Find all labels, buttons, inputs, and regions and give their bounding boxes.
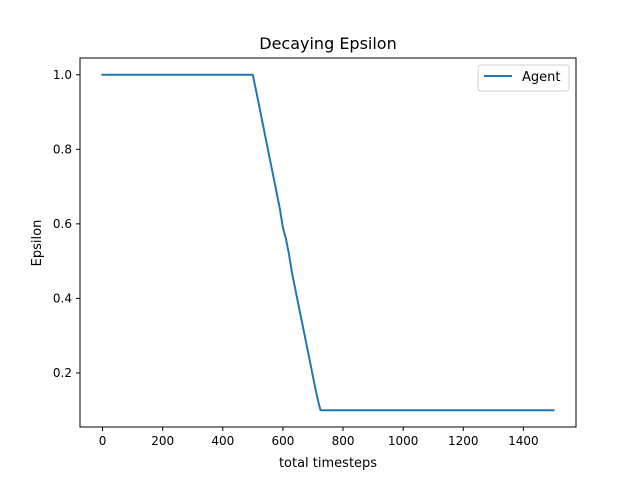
x-tick-label: 0	[99, 434, 107, 448]
x-tick-label: 200	[151, 434, 174, 448]
x-tick-label: 1000	[388, 434, 419, 448]
y-tick-label: 1.0	[53, 68, 72, 82]
x-axis-label: total timesteps	[279, 456, 377, 471]
y-tick-label: 0.2	[53, 366, 72, 380]
series-line-agent	[101, 73, 555, 412]
y-tick-label: 0.8	[53, 142, 72, 156]
x-tick-label: 1200	[448, 434, 479, 448]
x-tick-label: 600	[271, 434, 294, 448]
legend-label-agent: Agent	[522, 70, 560, 85]
y-ticks: 0.2 0.4 0.6 0.8 1.0	[53, 68, 80, 380]
chart-title: Decaying Epsilon	[259, 34, 396, 53]
plot-area	[101, 73, 555, 412]
axes-frame	[79, 57, 577, 428]
x-tick-label: 800	[332, 434, 355, 448]
y-tick-label: 0.4	[53, 291, 72, 305]
y-axis-label: Epsilon	[30, 220, 45, 267]
x-tick-label: 1400	[508, 434, 539, 448]
x-ticks: 0 200 400 600 800 1000 1200 1400	[99, 427, 539, 448]
x-tick-label: 400	[211, 434, 234, 448]
legend: Agent	[477, 64, 570, 92]
y-tick-label: 0.6	[53, 217, 72, 231]
legend-box	[477, 64, 570, 92]
